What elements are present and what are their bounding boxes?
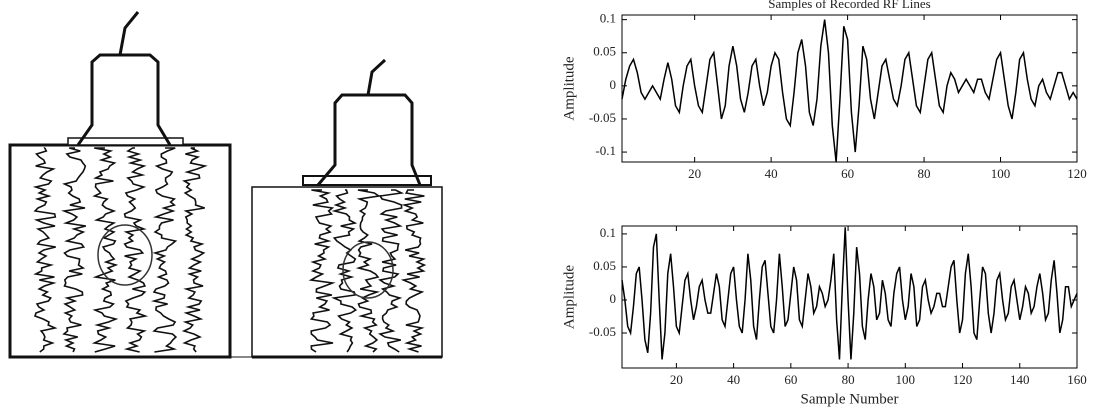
- y-tick-label: -0.05: [589, 324, 616, 339]
- y-tick-label: 0: [610, 77, 617, 92]
- x-tick-label: 160: [1067, 372, 1087, 387]
- scatter-line: [400, 189, 427, 353]
- x-tick-label: 120: [953, 372, 973, 387]
- scatter-line: [355, 189, 381, 353]
- x-tick-label: 140: [1010, 372, 1030, 387]
- cable: [118, 11, 140, 56]
- inclusion: [97, 224, 153, 286]
- inclusion: [342, 241, 394, 299]
- x-tick-label: 40: [727, 372, 740, 387]
- transducer-base: [67, 137, 184, 146]
- cable: [366, 58, 387, 96]
- x-tick-label: 80: [918, 166, 931, 181]
- x-tick-label: 120: [1067, 166, 1087, 181]
- x-tick-label: 40: [765, 166, 778, 181]
- scatter-lines: [32, 147, 427, 353]
- signal-line: [621, 227, 1078, 360]
- plot-frame: [621, 14, 1078, 163]
- x-axis-label: Sample Number: [801, 391, 899, 407]
- y-tick-label: -0.1: [595, 143, 616, 158]
- scatter-line: [32, 147, 58, 353]
- scatter-line: [331, 189, 358, 353]
- x-tick-label: 60: [784, 372, 797, 387]
- x-tick-label: 20: [688, 166, 701, 181]
- scatter-line: [308, 189, 336, 353]
- y-tick-label: -0.05: [589, 110, 616, 125]
- scatter-line: [61, 147, 87, 353]
- x-tick-label: 80: [842, 372, 855, 387]
- y-tick-label: 0.05: [593, 258, 616, 273]
- y-axis-label: Amplitude: [561, 56, 577, 121]
- signal-line: [621, 19, 1078, 163]
- y-tick-label: 0.1: [600, 225, 616, 240]
- x-tick-label: 20: [670, 372, 683, 387]
- transducer-base: [302, 175, 432, 186]
- plot-frame: [621, 225, 1078, 369]
- scatter-line: [123, 147, 149, 353]
- scatter-line: [91, 147, 119, 353]
- scatter-line: [150, 147, 178, 353]
- y-tick-label: 0: [610, 291, 617, 306]
- scatter-line: [378, 189, 405, 353]
- scatter-line: [181, 147, 208, 353]
- y-tick-label: 0.1: [600, 11, 616, 26]
- x-tick-label: 100: [991, 166, 1011, 181]
- x-tick-label: 60: [841, 166, 854, 181]
- x-tick-label: 100: [896, 372, 916, 387]
- y-axis-label: Amplitude: [561, 265, 577, 330]
- chart-title: Samples of Recorded RF Lines: [768, 0, 930, 11]
- illustration: [8, 11, 443, 359]
- transducer: [76, 53, 172, 146]
- y-tick-label: 0.05: [593, 44, 616, 59]
- transducer: [316, 93, 422, 186]
